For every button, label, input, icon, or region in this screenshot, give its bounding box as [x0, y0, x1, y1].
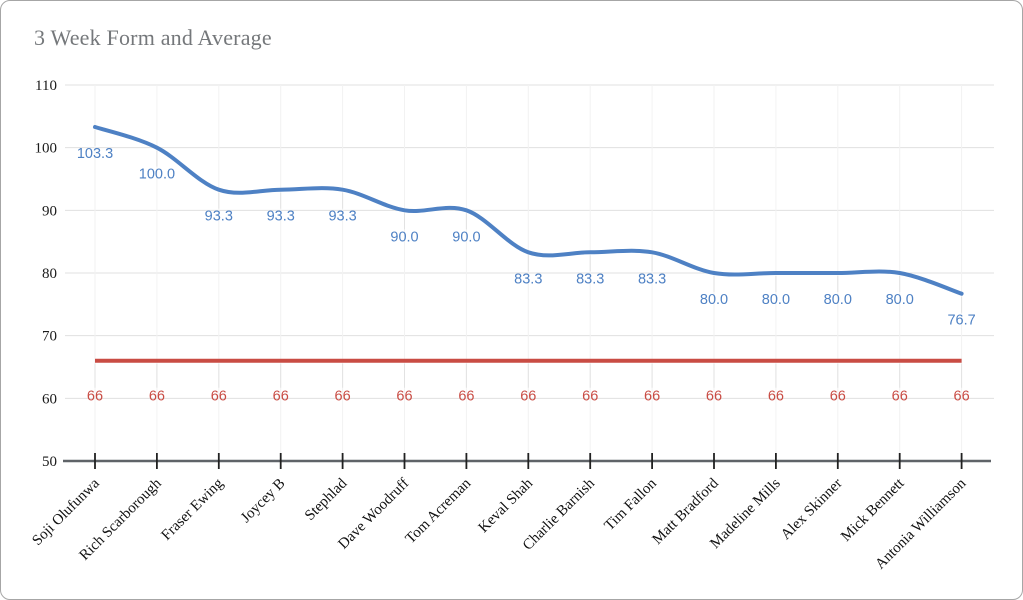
x-category-label: Tim Fallon — [602, 475, 661, 534]
y-tick-label: 100 — [35, 141, 58, 157]
average-data-label: 66 — [458, 389, 474, 405]
form-data-label: 83.3 — [514, 271, 542, 287]
average-data-label: 66 — [273, 389, 289, 405]
x-category-label: Tom Acreman — [403, 475, 475, 547]
x-category-label: Fraser Ewing — [158, 475, 227, 544]
form-data-label: 80.0 — [762, 292, 790, 308]
form-data-label: 80.0 — [824, 292, 852, 308]
y-tick-label: 110 — [35, 78, 57, 94]
form-data-label: 90.0 — [452, 229, 480, 245]
gridlines — [65, 84, 994, 460]
form-data-label: 76.7 — [947, 313, 975, 329]
form-data-label: 103.3 — [77, 146, 113, 162]
average-data-label: 66 — [87, 389, 103, 405]
form-data-label: 90.0 — [390, 229, 418, 245]
average-data-label: 66 — [335, 389, 351, 405]
average-data-label: 66 — [149, 389, 165, 405]
form-data-label: 83.3 — [638, 271, 666, 287]
x-category-label: Joycey B — [238, 476, 289, 527]
x-category-label: Stephlad — [302, 475, 351, 524]
y-tick-label: 90 — [42, 203, 57, 219]
y-tick-label: 60 — [42, 391, 57, 407]
average-data-label: 66 — [706, 389, 722, 405]
form-data-label: 100.0 — [139, 167, 175, 183]
form-line-series: 103.3 100.0 93.3 93.3 93.3 90.0 90.0 83.3 83.3 83… — [77, 124, 976, 329]
x-category-label: Mick Bennett — [838, 475, 908, 545]
form-data-label: 93.3 — [328, 209, 356, 225]
average-data-label: 66 — [396, 389, 412, 405]
average-data-label: 66 — [954, 389, 970, 405]
average-data-label: 66 — [211, 389, 227, 405]
label-leader-lines — [94, 129, 963, 388]
y-tick-label: 50 — [42, 454, 57, 470]
average-data-label: 66 — [520, 389, 536, 405]
chart-title: 3 Week Form and Average — [34, 25, 272, 50]
average-data-label: 66 — [768, 389, 784, 405]
form-data-label: 93.3 — [205, 209, 233, 225]
average-data-label: 66 — [830, 389, 846, 405]
average-data-label: 66 — [892, 389, 908, 405]
form-data-label: 80.0 — [700, 292, 728, 308]
form-data-label: 80.0 — [886, 292, 914, 308]
average-line-series: 66 66 66 66 66 66 66 66 66 66 66 66 66 66 66 — [87, 358, 970, 405]
y-tick-label: 80 — [42, 266, 57, 282]
x-category-label: Keval Shah — [476, 475, 537, 536]
y-tick-label: 70 — [42, 329, 57, 345]
average-data-label: 66 — [582, 389, 598, 405]
y-axis-labels: 110 100 90 80 70 60 50 — [35, 78, 58, 470]
form-data-label: 83.3 — [576, 271, 604, 287]
x-axis — [63, 453, 991, 469]
average-data-label: 66 — [644, 389, 660, 405]
form-data-label: 93.3 — [267, 209, 295, 225]
x-category-label: Alex Skinner — [778, 476, 846, 544]
